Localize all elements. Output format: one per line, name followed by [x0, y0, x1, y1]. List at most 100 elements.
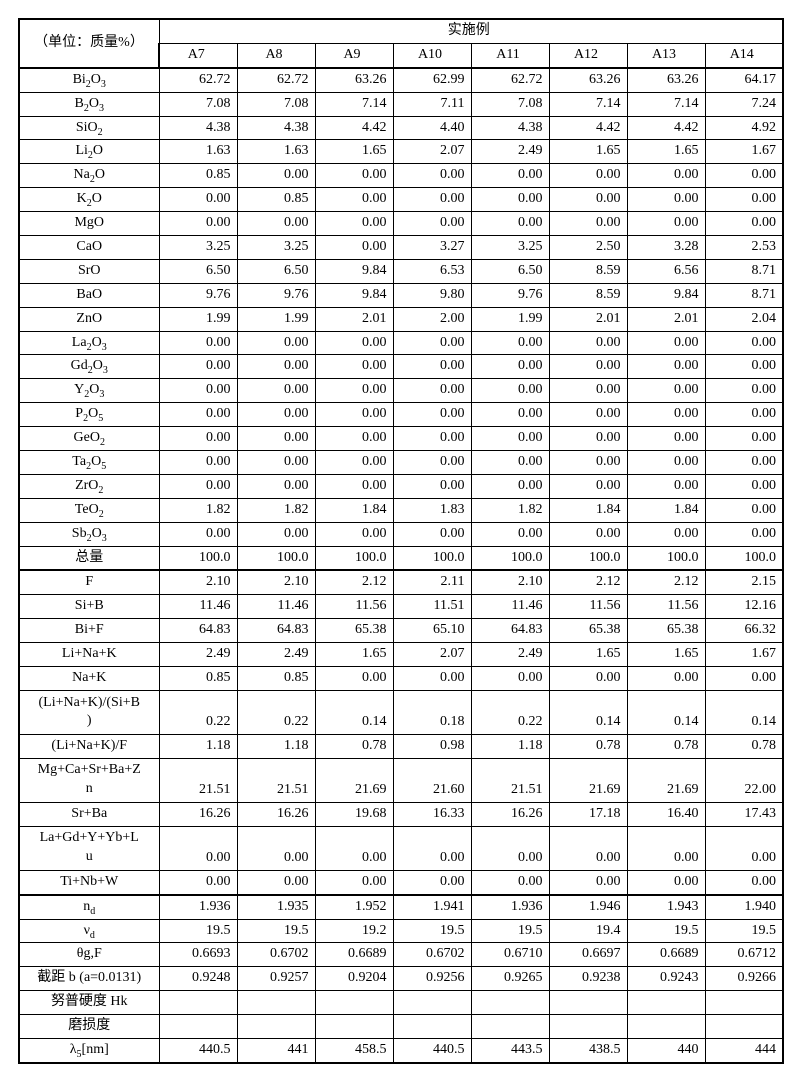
- data-cell: 0.00: [705, 379, 783, 403]
- row-label: Bi2O3: [19, 68, 159, 92]
- data-cell: 0.9248: [159, 967, 237, 991]
- data-cell: 21.69: [627, 758, 705, 802]
- data-cell: 100.0: [393, 546, 471, 570]
- data-cell: 0.00: [627, 451, 705, 475]
- data-cell: 0.00: [705, 522, 783, 546]
- row-label: 磨损度: [19, 1015, 159, 1039]
- data-cell: 2.07: [393, 140, 471, 164]
- data-cell: 11.51: [393, 595, 471, 619]
- data-cell: 21.51: [471, 758, 549, 802]
- data-cell: 16.33: [393, 802, 471, 826]
- data-cell: 440.5: [393, 1038, 471, 1062]
- data-cell: 1.84: [627, 498, 705, 522]
- row-label: (Li+Na+K)/(Si+B): [19, 690, 159, 734]
- data-cell: 444: [705, 1038, 783, 1062]
- data-cell: 0.00: [705, 498, 783, 522]
- data-cell: 7.08: [237, 92, 315, 116]
- row-label: K2O: [19, 188, 159, 212]
- data-cell: 1.941: [393, 895, 471, 919]
- group-header: 实施例: [159, 19, 783, 43]
- data-cell: 1.935: [237, 895, 315, 919]
- data-cell: 65.38: [315, 619, 393, 643]
- data-cell: 0.00: [471, 667, 549, 691]
- data-cell: 0.78: [315, 734, 393, 758]
- data-cell: 4.38: [237, 116, 315, 140]
- data-cell: 7.14: [627, 92, 705, 116]
- data-cell: 0.00: [471, 212, 549, 236]
- data-cell: 0.00: [627, 667, 705, 691]
- data-cell: 0.14: [627, 690, 705, 734]
- data-cell: 0.00: [471, 188, 549, 212]
- data-cell: 11.56: [627, 595, 705, 619]
- data-cell: 63.26: [549, 68, 627, 92]
- data-cell: 2.10: [471, 570, 549, 594]
- column-header: A9: [315, 43, 393, 67]
- data-cell: 0.00: [549, 667, 627, 691]
- data-cell: 0.00: [159, 355, 237, 379]
- data-cell: 11.56: [549, 595, 627, 619]
- data-cell: 0.00: [705, 212, 783, 236]
- data-cell: 0.18: [393, 690, 471, 734]
- data-cell: 0.00: [705, 188, 783, 212]
- data-cell: 16.26: [237, 802, 315, 826]
- data-cell: 2.49: [237, 643, 315, 667]
- row-label: Ti+Nb+W: [19, 870, 159, 894]
- data-cell: 1.65: [549, 140, 627, 164]
- data-cell: 3.25: [237, 236, 315, 260]
- data-cell: 0.00: [315, 667, 393, 691]
- data-cell: 1.946: [549, 895, 627, 919]
- data-cell: [471, 1015, 549, 1039]
- data-cell: 0.6702: [237, 943, 315, 967]
- data-cell: 1.63: [159, 140, 237, 164]
- row-label: ZnO: [19, 307, 159, 331]
- data-cell: 0.00: [237, 212, 315, 236]
- row-label: 努普硬度 Hk: [19, 991, 159, 1015]
- row-label: MgO: [19, 212, 159, 236]
- data-cell: [315, 991, 393, 1015]
- row-label: Li+Na+K: [19, 643, 159, 667]
- data-cell: 0.00: [159, 522, 237, 546]
- data-cell: 0.85: [159, 667, 237, 691]
- data-cell: 0.00: [237, 451, 315, 475]
- data-cell: 0.9257: [237, 967, 315, 991]
- data-cell: 2.10: [237, 570, 315, 594]
- data-cell: 100.0: [237, 546, 315, 570]
- data-cell: [627, 1015, 705, 1039]
- data-cell: 0.00: [315, 212, 393, 236]
- data-cell: 4.42: [315, 116, 393, 140]
- data-cell: 0.00: [237, 164, 315, 188]
- data-cell: 0.00: [549, 188, 627, 212]
- data-cell: 19.5: [705, 919, 783, 943]
- data-cell: 1.67: [705, 643, 783, 667]
- column-header: A10: [393, 43, 471, 67]
- data-cell: 2.49: [471, 140, 549, 164]
- data-cell: 1.18: [471, 734, 549, 758]
- data-cell: 11.56: [315, 595, 393, 619]
- data-cell: 0.00: [237, 870, 315, 894]
- data-cell: 0.00: [315, 164, 393, 188]
- data-cell: 0.00: [237, 355, 315, 379]
- data-cell: 0.85: [237, 667, 315, 691]
- data-cell: 0.22: [159, 690, 237, 734]
- data-cell: 8.71: [705, 259, 783, 283]
- data-cell: 17.18: [549, 802, 627, 826]
- data-cell: 0.00: [549, 427, 627, 451]
- data-cell: 65.38: [627, 619, 705, 643]
- column-header: A8: [237, 43, 315, 67]
- data-cell: 0.00: [627, 403, 705, 427]
- data-cell: 65.38: [549, 619, 627, 643]
- data-cell: 21.69: [549, 758, 627, 802]
- data-cell: 63.26: [315, 68, 393, 92]
- data-cell: 1.67: [705, 140, 783, 164]
- data-cell: 0.00: [393, 403, 471, 427]
- data-cell: 0.00: [705, 164, 783, 188]
- data-cell: 9.84: [315, 283, 393, 307]
- data-cell: 0.00: [393, 451, 471, 475]
- data-cell: 0.00: [627, 355, 705, 379]
- data-cell: 0.00: [315, 188, 393, 212]
- data-cell: 0.00: [627, 331, 705, 355]
- data-cell: 0.14: [705, 690, 783, 734]
- data-cell: 2.49: [159, 643, 237, 667]
- data-cell: 2.12: [315, 570, 393, 594]
- data-cell: 1.83: [393, 498, 471, 522]
